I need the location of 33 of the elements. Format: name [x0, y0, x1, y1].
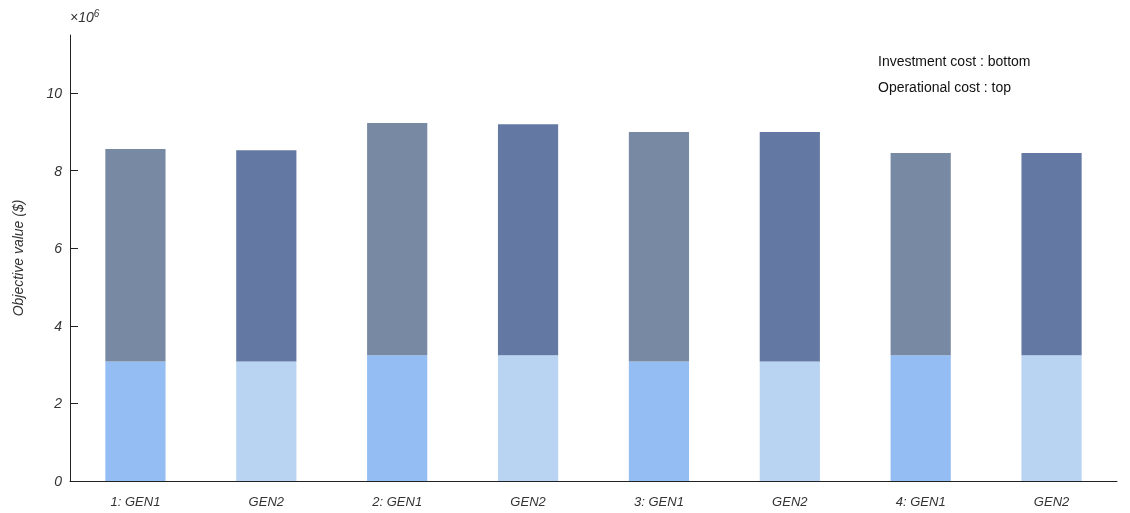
bar [105, 361, 166, 481]
x-tick-label: GEN2 [772, 494, 809, 509]
y-tick-label: 4 [54, 317, 63, 334]
x-tick-label: GEN2 [248, 494, 285, 509]
x-tick-label: 2: GEN1 [371, 494, 423, 509]
annotation: Operational cost : top [878, 79, 1012, 95]
y-tick-label: 2 [53, 395, 63, 412]
bar [1021, 152, 1082, 356]
bar [105, 149, 166, 362]
x-tick-label: GEN2 [1033, 494, 1071, 509]
bar [236, 361, 297, 481]
bar [890, 355, 951, 481]
x-tick-label: GEN2 [510, 494, 547, 509]
bar [367, 355, 428, 481]
x-tick-label: 4: GEN1 [895, 494, 946, 509]
y-tick-label: 0 [54, 473, 63, 489]
bar [367, 123, 428, 356]
bar [628, 361, 690, 481]
x-tick-label: 1: GEN1 [110, 494, 161, 509]
y-tick-label: 8 [54, 162, 63, 179]
y-axis-title: Objective value ($) [10, 199, 26, 317]
bar [759, 361, 820, 481]
annotation: Investment cost : bottom [878, 53, 1031, 69]
bar [759, 131, 820, 362]
y-tick-label: 10 [46, 85, 63, 102]
bar [497, 355, 559, 481]
bar [890, 152, 951, 356]
x-tick-label: 3: GEN1 [634, 494, 684, 509]
bar [1021, 355, 1082, 481]
bar [236, 150, 297, 362]
bar [497, 124, 559, 356]
y-tick-label: 6 [54, 240, 63, 257]
bar [628, 131, 690, 362]
